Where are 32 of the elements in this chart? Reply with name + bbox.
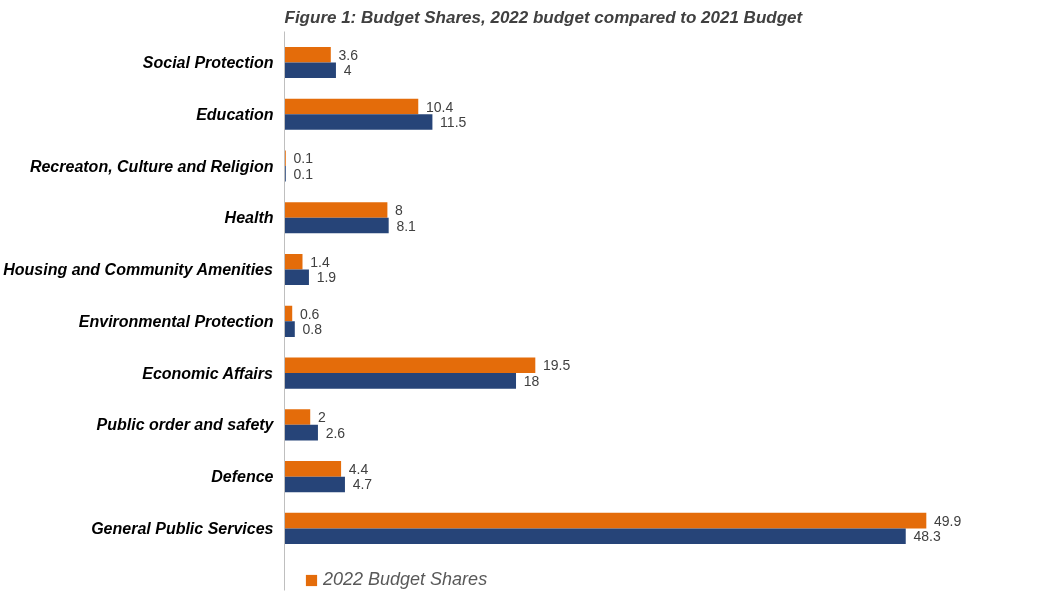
- data-label: 8: [395, 202, 404, 219]
- data-label: 19.5: [543, 357, 571, 374]
- y-tick-label: Education: [196, 105, 274, 123]
- data-label: 1.9: [316, 269, 337, 286]
- data-label: 0.6: [299, 305, 320, 322]
- y-tick-label: Health: [224, 209, 274, 227]
- data-label: 0.8: [302, 321, 323, 338]
- data-label: 4.7: [352, 476, 373, 493]
- data-label: 1.4: [310, 253, 330, 270]
- chart-title: Figure 1: Budget Shares, 2022 budget compared to 2021 Budget: [284, 7, 804, 27]
- data-label: 18: [523, 372, 540, 389]
- data-label: 0.1: [293, 165, 314, 182]
- data-label: 2: [317, 409, 326, 426]
- y-tick-label: General Public Services: [91, 519, 274, 537]
- data-label: 49.9: [934, 512, 962, 529]
- data-label: 3.6: [338, 46, 359, 63]
- data-label: 4: [343, 62, 352, 79]
- y-tick-label: Housing and Community Amenities: [3, 261, 274, 279]
- data-label: 8.1: [396, 217, 417, 234]
- y-tick-label: Defence: [211, 468, 274, 486]
- data-label: 4.4: [348, 460, 369, 477]
- data-label: 48.3: [913, 528, 941, 545]
- y-tick-label: Environmental Protection: [78, 312, 274, 330]
- y-tick-label: Social Protection: [142, 54, 274, 72]
- data-label: 11.5: [440, 114, 467, 131]
- y-tick-label: Economic Affairs: [142, 364, 274, 382]
- legend-label: 2022 Budget Shares: [323, 569, 488, 590]
- y-tick-label: Public order and safety: [96, 416, 275, 434]
- data-label: 0.1: [293, 150, 314, 167]
- data-label: 10.4: [425, 98, 454, 115]
- y-tick-label: Recreaton, Culture and Religion: [29, 157, 274, 175]
- data-label: 2.6: [325, 424, 346, 441]
